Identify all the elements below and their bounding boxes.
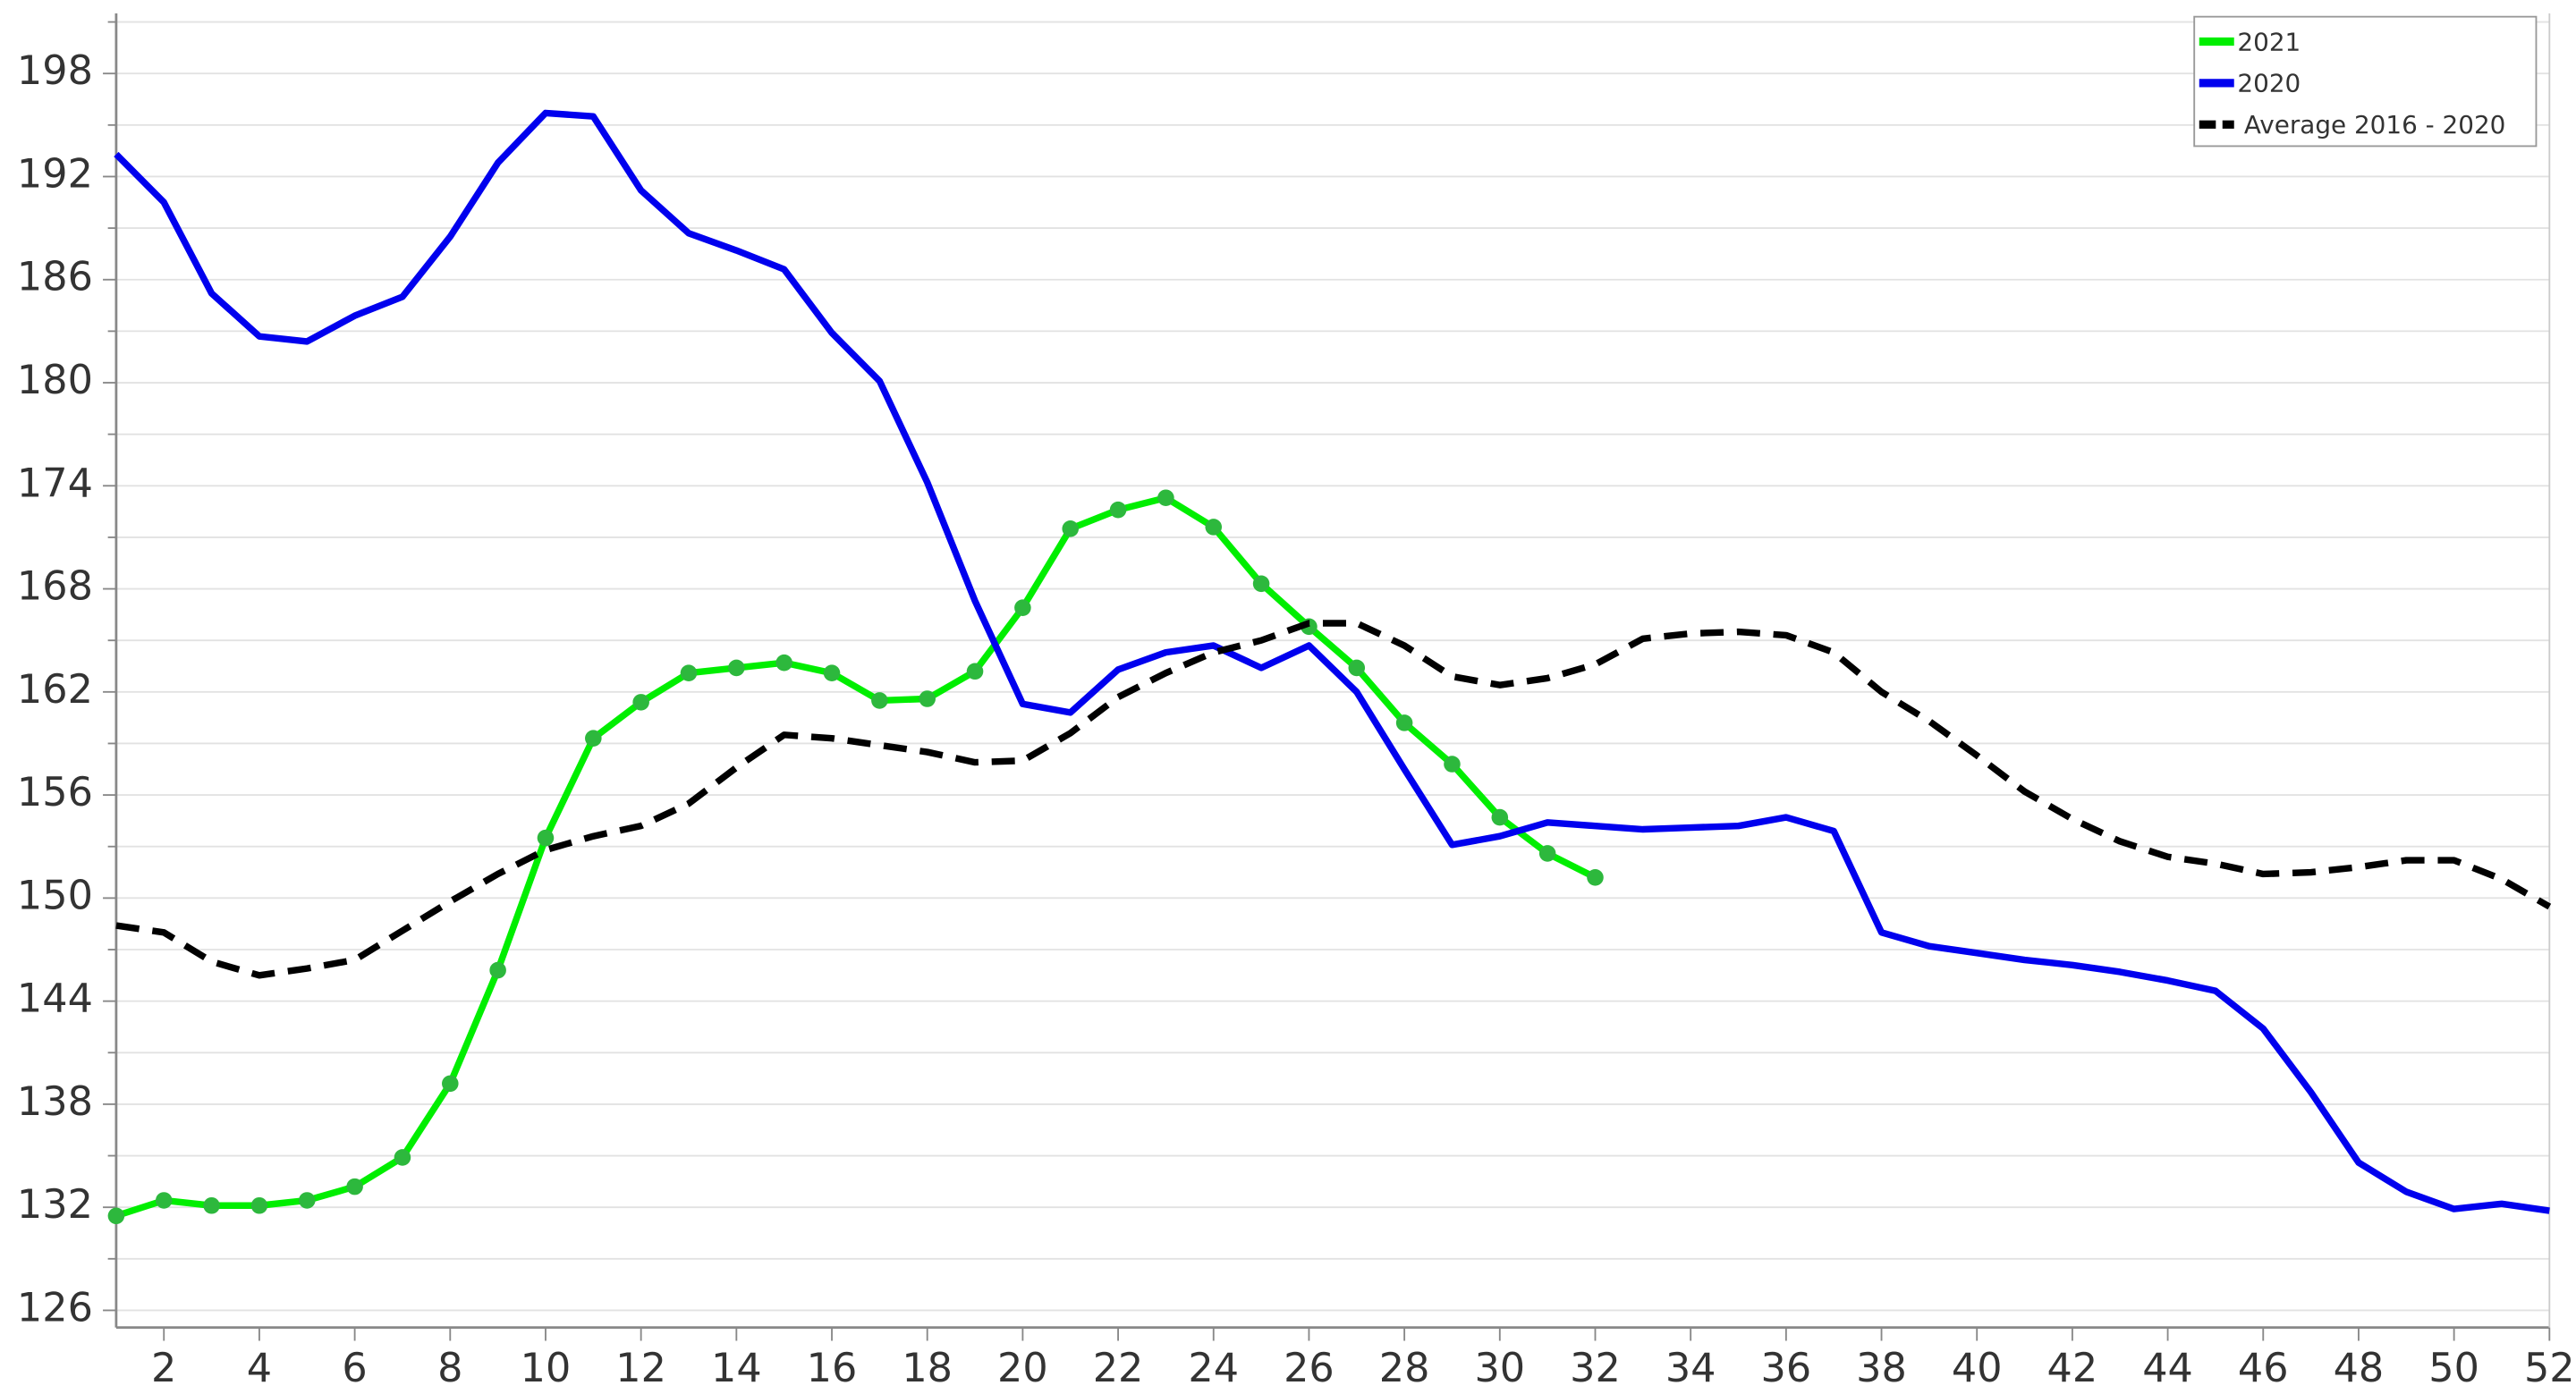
x-tick-label: 6 [342, 1345, 367, 1391]
y-tick-label: 150 [17, 872, 93, 918]
x-tick-label: 14 [711, 1345, 762, 1391]
data-point [1587, 869, 1604, 886]
legend-label: 2020 [2237, 69, 2301, 98]
y-tick-label: 168 [17, 563, 93, 610]
x-tick-label: 18 [902, 1345, 953, 1391]
legend-label: Average 2016 - 2020 [2244, 110, 2506, 139]
data-point [442, 1075, 459, 1093]
y-tick-label: 192 [17, 150, 93, 197]
x-tick-label: 28 [1379, 1345, 1430, 1391]
data-point [1014, 599, 1031, 616]
data-point [489, 961, 506, 979]
data-point [298, 1192, 316, 1209]
x-tick-label: 22 [1093, 1345, 1144, 1391]
x-tick-label: 16 [807, 1345, 858, 1391]
data-point [728, 659, 745, 677]
data-point [966, 663, 984, 680]
x-tick-label: 20 [997, 1345, 1048, 1391]
data-point [585, 730, 602, 747]
y-tick-label: 198 [17, 47, 93, 94]
x-tick-label: 8 [437, 1345, 462, 1391]
data-point [1205, 519, 1223, 536]
data-point [203, 1196, 220, 1214]
data-point [1062, 520, 1080, 537]
data-point [1157, 489, 1174, 507]
x-tick-label: 52 [2524, 1345, 2575, 1391]
x-tick-label: 46 [2238, 1345, 2289, 1391]
line-series [114, 109, 2550, 1214]
x-tick-label: 32 [1570, 1345, 1621, 1391]
data-point [155, 1192, 173, 1209]
line-series [115, 620, 2552, 979]
data-point [919, 690, 936, 707]
x-tick-label: 40 [1952, 1345, 2003, 1391]
x-tick-label: 44 [2142, 1345, 2193, 1391]
y-tick-label: 180 [17, 357, 93, 403]
data-point [107, 1207, 125, 1225]
y-tick-label: 186 [17, 254, 93, 300]
data-point [823, 664, 841, 681]
x-tick-label: 50 [2428, 1345, 2479, 1391]
data-point [632, 694, 649, 711]
x-tick-label: 34 [1665, 1345, 1716, 1391]
data-point [1252, 575, 1270, 593]
legend-box [2193, 15, 2538, 148]
x-tick-label: 38 [1856, 1345, 1907, 1391]
x-tick-label: 36 [1761, 1345, 1812, 1391]
x-tick-label: 12 [615, 1345, 666, 1391]
x-tick-label: 2 [151, 1345, 176, 1391]
data-point [1538, 845, 1556, 862]
data-point [346, 1178, 363, 1195]
x-tick-label: 4 [247, 1345, 272, 1391]
data-point [394, 1149, 411, 1166]
data-point [1109, 501, 1127, 519]
data-point [537, 829, 555, 847]
legend: 2021 2020 Average 2016 - 2020 [2193, 15, 2538, 148]
data-point [1444, 756, 1461, 773]
legend-label: 2021 [2237, 27, 2301, 56]
y-tick-label: 138 [17, 1078, 93, 1125]
y-tick-label: 162 [17, 666, 93, 713]
data-point [871, 692, 888, 709]
x-tick-label: 30 [1474, 1345, 1525, 1391]
x-tick-label: 10 [521, 1345, 572, 1391]
data-point [1491, 808, 1509, 826]
y-tick-label: 132 [17, 1181, 93, 1228]
x-tick-label: 26 [1284, 1345, 1335, 1391]
y-tick-label: 156 [17, 769, 93, 815]
data-point [775, 654, 792, 672]
y-tick-label: 144 [17, 976, 93, 1022]
x-tick-label: 24 [1188, 1345, 1239, 1391]
x-tick-label: 48 [2334, 1345, 2385, 1391]
y-tick-label: 126 [17, 1284, 93, 1331]
x-tick-label: 42 [2047, 1345, 2098, 1391]
data-point [1395, 714, 1413, 731]
line-series [114, 494, 1597, 1220]
data-point [1348, 659, 1366, 677]
y-tick-label: 174 [17, 460, 93, 506]
data-point [680, 664, 698, 681]
data-point [250, 1196, 268, 1214]
